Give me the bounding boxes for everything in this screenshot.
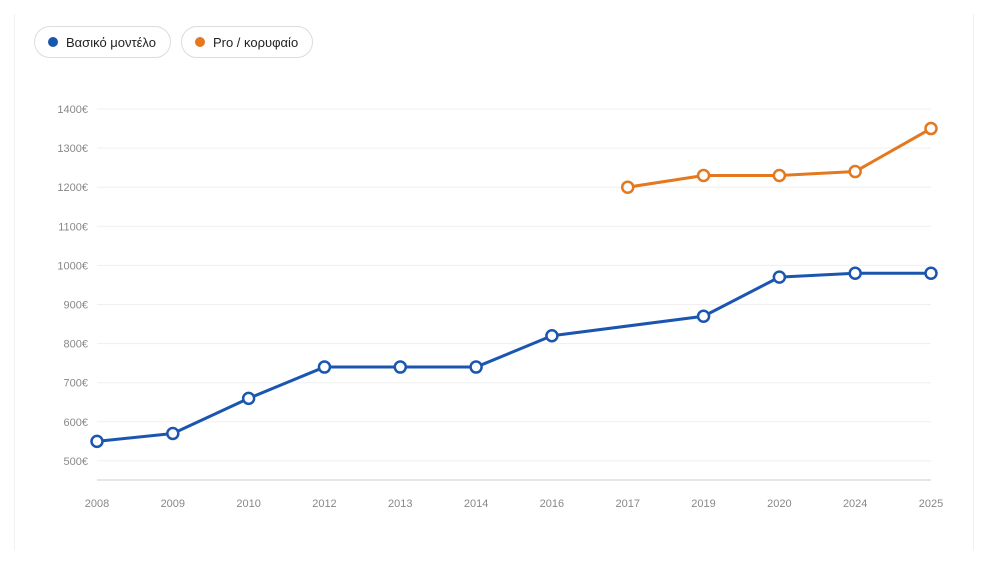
y-tick-label: 1300€ [57, 143, 88, 155]
data-point [393, 360, 408, 374]
x-tick-label: 2016 [540, 498, 564, 510]
data-point [241, 391, 256, 406]
x-tick-label: 2010 [236, 498, 260, 510]
data-point [469, 360, 483, 374]
data-point [166, 426, 180, 441]
x-tick-label: 2009 [161, 498, 185, 510]
y-tick-label: 1400€ [57, 104, 88, 116]
data-point [924, 266, 938, 280]
x-tick-label: 2014 [464, 498, 488, 510]
chart-legend: Βασικό μοντέλο Pro / κορυφαίο [34, 26, 314, 58]
x-tick-label: 2008 [85, 498, 109, 510]
x-tick-label: 2019 [691, 498, 715, 510]
x-tick-label: 2013 [388, 498, 412, 510]
legend-item-basic[interactable]: Βασικό μοντέλο [34, 26, 171, 58]
legend-dot-pro [194, 37, 205, 47]
data-point [90, 434, 104, 449]
series-line-0 [95, 271, 933, 443]
data-point [772, 168, 787, 183]
legend-dot-basic [48, 37, 58, 47]
data-point [696, 168, 711, 183]
data-point [848, 164, 862, 179]
y-tick-label: 900€ [64, 300, 88, 312]
x-tick-label: 2024 [843, 498, 867, 510]
y-tick-label: 800€ [64, 339, 88, 351]
y-tick-label: 600€ [64, 417, 88, 429]
legend-label-basic: Βασικό μοντέλο [66, 34, 156, 50]
y-tick-label: 1000€ [57, 260, 88, 272]
data-point [620, 180, 635, 194]
y-tick-label: 700€ [64, 378, 88, 390]
y-tick-label: 1100€ [58, 221, 88, 233]
y-tick-label: 500€ [64, 456, 88, 468]
y-tick-label: 1200€ [57, 182, 88, 194]
data-point [848, 266, 862, 280]
legend-item-pro[interactable]: Pro / κορυφαίο [180, 26, 314, 58]
data-point [545, 329, 559, 343]
data-point [696, 309, 711, 323]
x-tick-label: 2017 [615, 498, 639, 510]
data-point [317, 360, 332, 374]
data-point [772, 270, 787, 284]
legend-label-pro: Pro / κορυφαίο [212, 34, 299, 50]
x-tick-label: 2020 [767, 498, 791, 510]
x-tick-label: 2012 [312, 498, 336, 510]
x-tick-label: 2025 [919, 498, 943, 510]
data-point [924, 121, 938, 136]
